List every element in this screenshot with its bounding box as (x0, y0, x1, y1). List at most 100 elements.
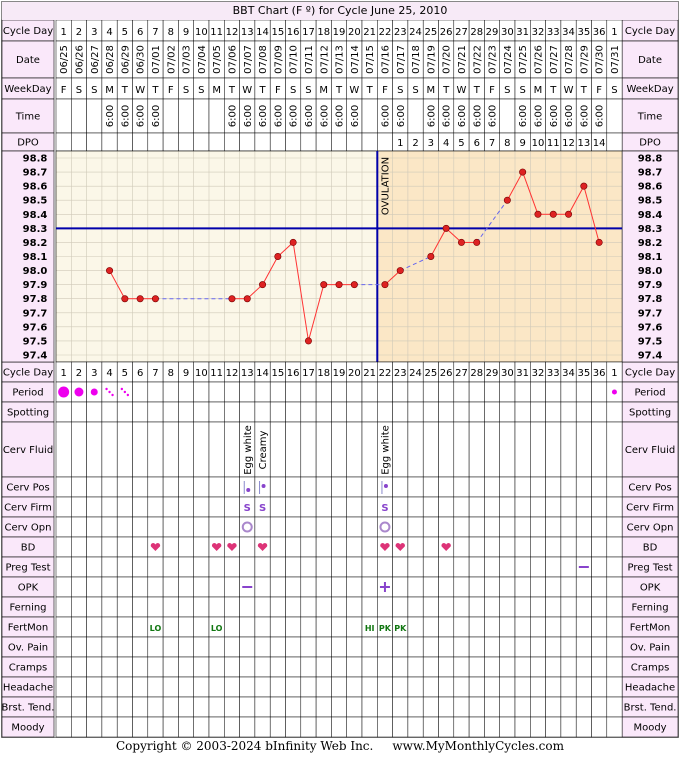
row-cell (101, 696, 118, 718)
row-cell (71, 556, 87, 578)
date-label: 07/13 (335, 45, 346, 74)
row-cell (208, 716, 225, 738)
row-cell (438, 696, 455, 718)
row-cell (178, 401, 194, 423)
row-cell (575, 536, 592, 558)
row-label-left: Ferning (9, 603, 46, 614)
site-link[interactable]: www.MyMonthlyCycles.com (392, 739, 565, 753)
cycle-day-label: 11 (210, 368, 223, 379)
row-cell (484, 516, 500, 538)
row-cell (392, 496, 409, 518)
row-cell (300, 616, 317, 638)
row-cell (178, 596, 194, 618)
cycle-day-label: 10 (195, 27, 208, 38)
time-label: 6:00 (120, 105, 131, 127)
row-cell (392, 401, 409, 423)
row-cell (606, 716, 623, 738)
row-cell (514, 636, 531, 658)
row-cell (193, 536, 210, 558)
row-cell (254, 696, 271, 718)
row-cell (269, 421, 286, 478)
row-cell (346, 616, 363, 638)
row-cell (392, 676, 409, 698)
row-cell (438, 496, 455, 518)
row-cell (178, 421, 194, 478)
weekday-label: T (549, 85, 557, 96)
row-cell (178, 556, 194, 578)
dpo-label: 4 (443, 138, 449, 149)
row-cell (468, 696, 485, 718)
row-cell (300, 676, 317, 698)
row-cell (101, 556, 118, 578)
row-cell (147, 576, 164, 598)
row-label-left: DPO (17, 138, 39, 149)
time-label: 6:00 (595, 105, 606, 127)
row-cell (392, 596, 409, 618)
row-cell (162, 576, 179, 598)
row-cell (361, 576, 378, 598)
row-cell (55, 476, 72, 498)
row-cell (514, 381, 531, 403)
row-cell (453, 516, 470, 538)
row-cell (86, 476, 103, 498)
date-label: 07/14 (350, 45, 361, 74)
row-cell (285, 696, 302, 718)
date-label: 06/30 (136, 45, 147, 74)
temp-point (565, 210, 573, 218)
row-cell (285, 536, 302, 558)
row-label-left: OPK (18, 583, 39, 594)
row-cell (86, 556, 103, 578)
row-cell (86, 696, 103, 718)
row-cell (116, 536, 133, 558)
row-cell (178, 496, 194, 518)
row-label-right: DPO (639, 138, 661, 149)
row-cell (407, 576, 424, 598)
title-bar (2, 2, 678, 20)
row-cell (224, 596, 240, 618)
row-cell (453, 381, 470, 403)
row-label-left: Headache (3, 683, 53, 694)
row-cell (407, 556, 424, 578)
row-cell (116, 496, 133, 518)
cycle-day-label: 1 (611, 27, 617, 38)
row-cell (132, 556, 149, 578)
y-tick-label-left: 98.0 (23, 266, 48, 277)
row-cell (254, 716, 271, 738)
row-cell (331, 576, 347, 598)
date-label: 07/16 (380, 45, 391, 74)
header-cell (254, 132, 271, 152)
cycle-day-label: 36 (593, 27, 606, 38)
time-label: 6:00 (564, 105, 575, 127)
row-cell (453, 636, 470, 658)
temp-line (262, 256, 279, 285)
header-cell (55, 132, 72, 152)
cycle-day-label: 35 (577, 27, 590, 38)
row-cell (254, 576, 271, 598)
weekday-label: T (442, 85, 450, 96)
row-cell (422, 716, 439, 738)
row-cell (132, 716, 149, 738)
cervical-firmness-label: S (244, 503, 251, 514)
time-label: 6:00 (273, 105, 284, 127)
y-tick-label-left: 98.3 (23, 224, 48, 235)
weekday-label: M (427, 85, 436, 96)
row-cell (591, 616, 608, 638)
row-cell (331, 496, 347, 518)
weekday-label: T (366, 85, 374, 96)
row-cell (285, 636, 302, 658)
row-cell (331, 716, 347, 738)
row-cell (101, 536, 118, 558)
row-cell (71, 676, 87, 698)
row-cell (193, 556, 210, 578)
row-cell (499, 656, 516, 678)
row-cell (346, 596, 363, 618)
row-cell (438, 636, 455, 658)
row-cell (269, 676, 286, 698)
row-cell (285, 516, 302, 538)
row-cell (468, 516, 485, 538)
header-cell (71, 132, 87, 152)
row-cell (377, 696, 393, 718)
heart-icon (395, 543, 405, 551)
weekday-label: S (611, 85, 617, 96)
